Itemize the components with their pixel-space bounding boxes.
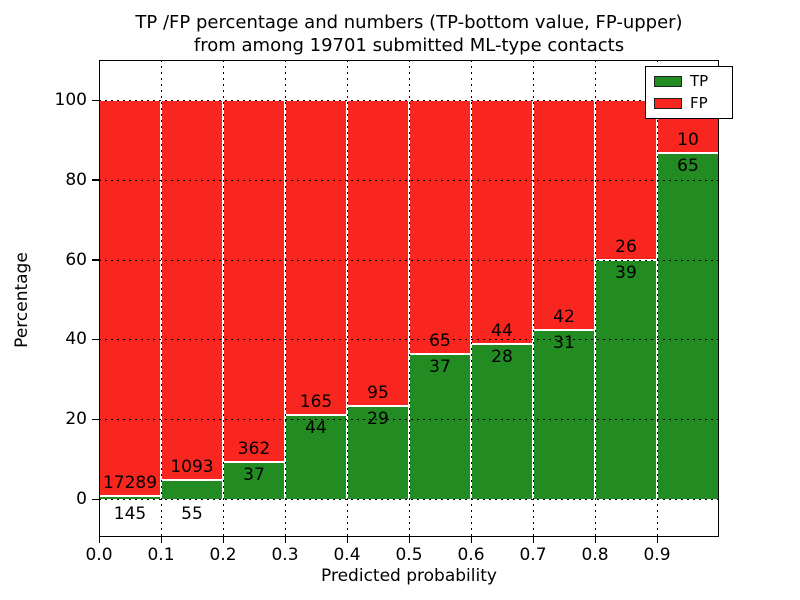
x-tick-mark <box>346 537 348 543</box>
gridline-x-0.2 <box>222 60 224 537</box>
x-tick-mark <box>408 537 410 543</box>
x-tick-label: 0.2 <box>209 545 237 565</box>
tp-count-label: 55 <box>181 504 203 524</box>
tp-count-label: 28 <box>491 346 513 367</box>
x-tick-mark <box>532 537 534 543</box>
bar-fp-0.4 <box>347 100 409 406</box>
tp-count-label: 39 <box>615 262 637 283</box>
y-tick-mark <box>92 498 99 500</box>
gridline-x-0.1 <box>160 60 162 537</box>
bar-fp-0.3 <box>285 100 347 415</box>
legend-label-tp: TP <box>690 72 709 90</box>
legend-entry-fp: FP <box>654 96 724 111</box>
x-tick-label: 0.1 <box>147 545 175 565</box>
x-tick-mark <box>594 537 596 543</box>
y-tick-label: 20 <box>65 409 87 430</box>
y-tick-mark <box>92 338 99 341</box>
x-tick-mark <box>160 537 162 543</box>
legend: TP FP <box>645 66 733 119</box>
fp-count-label: 42 <box>553 306 575 327</box>
bar-fp-0.1 <box>161 100 223 480</box>
gridline-x-0.8 <box>594 60 596 537</box>
chart-title-line1: TP /FP percentage and numbers (TP-bottom… <box>135 12 683 33</box>
bar-tp-0.2 <box>223 462 285 499</box>
x-tick-label: 0.4 <box>333 545 361 565</box>
bar-fp-0.0 <box>99 100 161 496</box>
tp-count-label: 37 <box>429 357 451 378</box>
x-tick-label: 0.9 <box>643 545 671 565</box>
fp-count-label: 362 <box>237 439 271 459</box>
tp-count-label: 31 <box>553 332 575 353</box>
tp-count-label: 65 <box>677 156 699 177</box>
y-tick-label: 40 <box>65 329 87 350</box>
bar-tp-0.5 <box>409 354 471 499</box>
bar-fp-0.7 <box>533 100 595 330</box>
fp-count-label: 17289 <box>102 472 158 493</box>
x-tick-label: 0.3 <box>271 545 299 565</box>
bar-fp-0.5 <box>409 100 471 355</box>
chart-title-line2: from among 19701 submitted ML-type conta… <box>193 35 625 56</box>
y-tick-mark <box>92 259 99 261</box>
gridline-x-0.5 <box>408 60 410 537</box>
gridline-x-0.9 <box>656 60 658 537</box>
fp-count-label: 165 <box>299 392 333 412</box>
plot-area: 17289 145 1093 55 362 37 165 44 95 29 65 37 44 28 42 31… <box>99 60 733 537</box>
bar-tp-0.8 <box>595 259 657 499</box>
gridline-x-0.4 <box>346 60 348 537</box>
fp-count-label: 1093 <box>170 456 214 477</box>
fp-count-label: 44 <box>491 320 513 341</box>
legend-label-fp: FP <box>690 94 708 112</box>
x-tick-mark <box>656 537 658 543</box>
y-tick-label: 80 <box>65 169 87 190</box>
y-tick-label: 0 <box>76 489 87 509</box>
tp-count-label: 37 <box>243 465 265 485</box>
fp-swatch-icon <box>654 98 682 109</box>
bar-tp-0.9 <box>657 153 719 499</box>
x-tick-label: 0.7 <box>519 545 547 565</box>
gridline-x-0.3 <box>284 60 286 537</box>
fp-count-label: 10 <box>677 130 699 151</box>
x-tick-mark <box>222 537 224 543</box>
tp-count-label: 44 <box>305 418 327 438</box>
x-tick-label: 0.8 <box>581 545 609 565</box>
bar-tp-0.7 <box>533 329 595 499</box>
x-tick-mark <box>470 537 472 543</box>
x-tick-label: 0.6 <box>457 545 485 565</box>
chart-title: TP /FP percentage and numbers (TP-bottom… <box>99 11 719 57</box>
x-tick-mark <box>98 537 100 543</box>
fp-count-label: 26 <box>615 236 637 257</box>
legend-entry-tp: TP <box>654 74 724 89</box>
gridline-x-0.7 <box>532 60 534 537</box>
tp-count-label: 29 <box>367 408 389 429</box>
fp-count-label: 65 <box>429 331 451 352</box>
tp-swatch-icon <box>654 76 682 87</box>
tp-count-label: 145 <box>113 504 147 524</box>
x-axis-label: Predicted probability <box>321 566 497 586</box>
y-tick-mark <box>92 99 99 101</box>
x-tick-mark <box>284 537 286 543</box>
y-axis-label: Percentage <box>12 252 32 348</box>
y-tick-label: 60 <box>65 249 87 270</box>
gridline-x-0.6 <box>470 60 472 537</box>
y-tick-mark <box>92 179 99 181</box>
y-tick-mark <box>92 418 99 421</box>
x-tick-label: 0.5 <box>395 545 423 565</box>
y-tick-label: 100 <box>54 90 87 110</box>
fp-count-label: 95 <box>367 382 389 403</box>
bar-tp-0.4 <box>347 405 409 499</box>
x-tick-label: 0.0 <box>85 545 113 565</box>
